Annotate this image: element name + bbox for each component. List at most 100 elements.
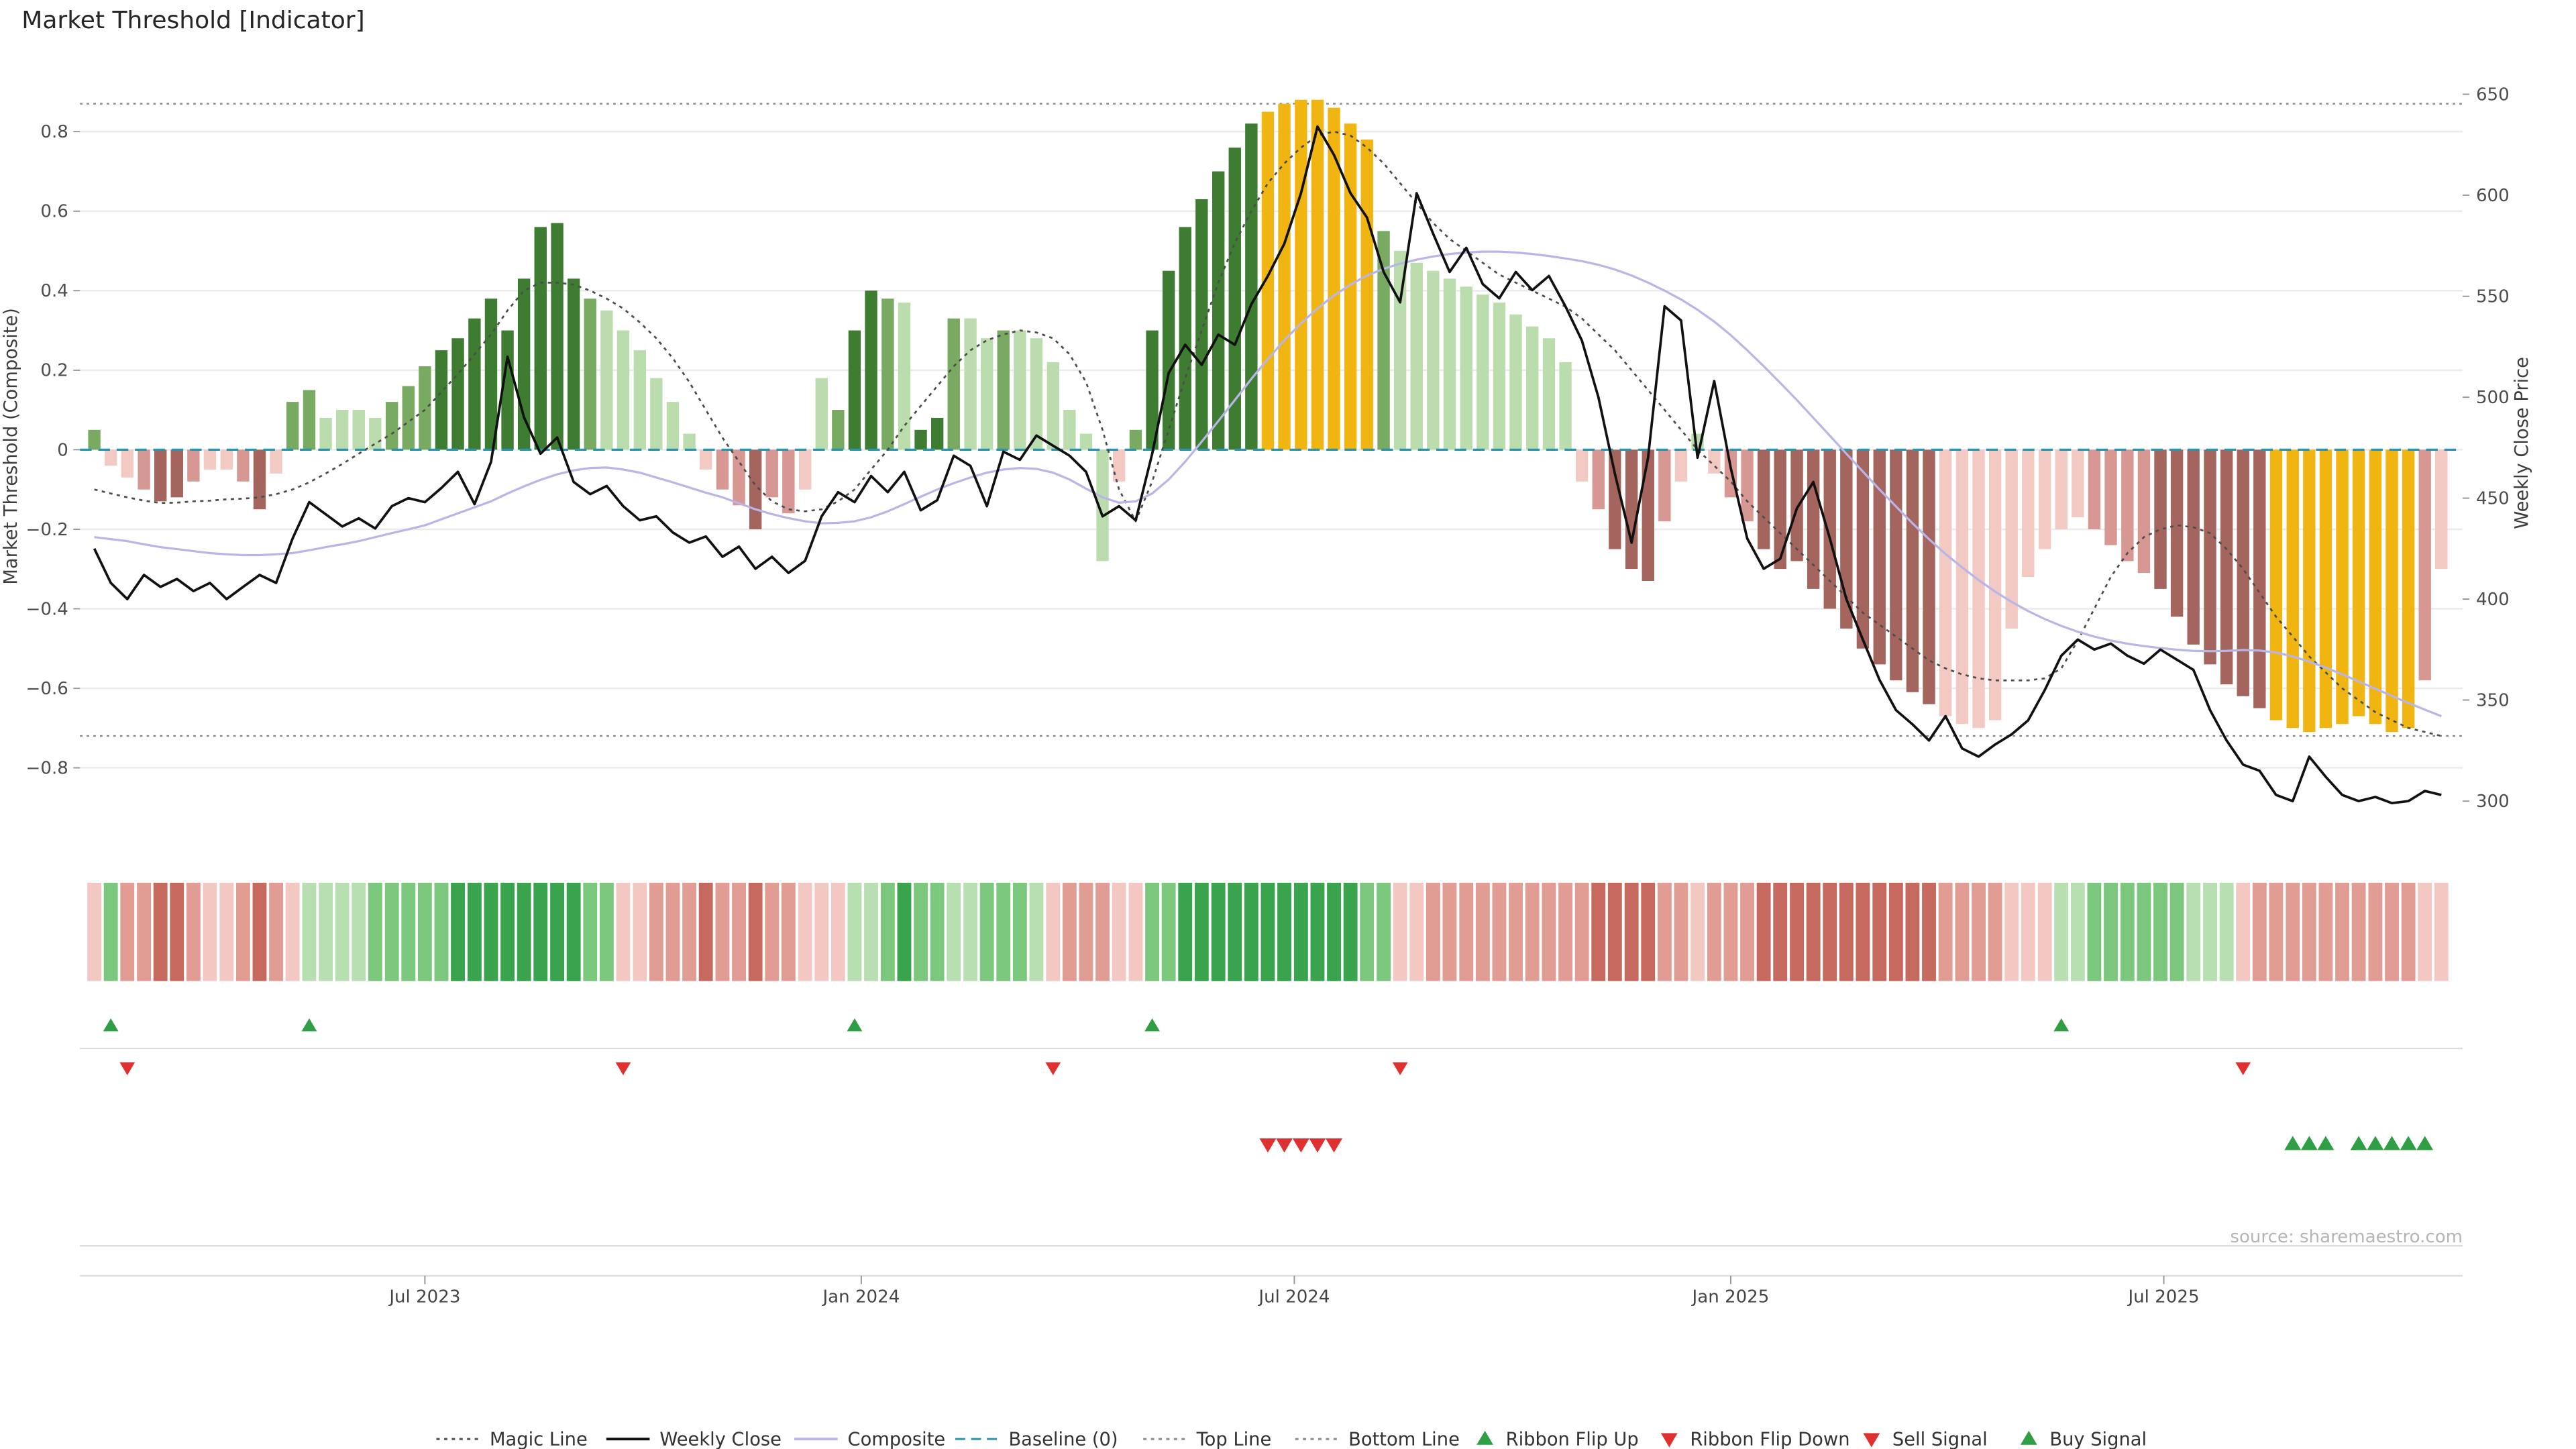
ribbon-cell xyxy=(1922,882,1936,981)
legend-label: Weekly Close xyxy=(659,1430,782,1449)
threshold-bar xyxy=(419,366,431,450)
threshold-bar xyxy=(1212,171,1225,450)
threshold-bar xyxy=(1046,362,1059,450)
legend-label: Baseline (0) xyxy=(1008,1430,1118,1449)
threshold-bar xyxy=(1195,199,1208,450)
ribbon-cell xyxy=(1839,882,1854,981)
threshold-bar xyxy=(1625,449,1638,570)
ribbon-cell xyxy=(1905,882,1920,981)
ribbon-cell xyxy=(1872,882,1887,981)
ribbon-cell xyxy=(1293,882,1308,981)
ribbon-cell xyxy=(120,882,135,981)
ribbon-cell xyxy=(583,882,598,981)
threshold-bar xyxy=(237,449,250,482)
threshold-bar xyxy=(303,390,316,450)
ribbon-cell xyxy=(1459,882,1474,981)
threshold-bar xyxy=(914,429,927,450)
threshold-bar xyxy=(930,417,944,450)
ribbon-cell xyxy=(1327,882,1341,981)
threshold-bar xyxy=(1890,449,1902,681)
ribbon-cell xyxy=(1641,882,1656,981)
left-tick-label: 0.8 xyxy=(40,122,68,142)
ribbon-cell xyxy=(682,882,696,981)
ribbon-cell xyxy=(1756,882,1771,981)
ribbon-cell xyxy=(1095,882,1110,981)
ribbon-cell xyxy=(1773,882,1788,981)
threshold-bar xyxy=(468,318,481,450)
sell-signal-icon xyxy=(1326,1138,1342,1153)
threshold-bar xyxy=(1063,410,1076,450)
legend-item: Composite xyxy=(794,1430,945,1449)
ribbon-cell xyxy=(2070,882,2085,981)
ribbon-cell xyxy=(417,882,432,981)
separator-lines xyxy=(80,1047,2463,1277)
threshold-bar xyxy=(1642,449,1654,581)
sell-signal-icon xyxy=(1292,1138,1309,1153)
threshold-bar xyxy=(567,278,580,450)
left-tick-label: 0 xyxy=(57,440,68,460)
ribbon-flip-down-icon xyxy=(119,1062,136,1075)
ribbon-cell xyxy=(1029,882,1044,981)
buy-signal-icon xyxy=(2400,1136,2417,1150)
buy-signal-icon xyxy=(2367,1136,2384,1150)
ribbon-cell xyxy=(2368,882,2383,981)
ribbon-cell xyxy=(2087,882,2102,981)
left-tick-label: 0.6 xyxy=(40,202,68,222)
threshold-bar xyxy=(1427,270,1440,450)
threshold-bar xyxy=(699,449,712,470)
ribbon-cell xyxy=(467,882,482,981)
legend-label: Sell Signal xyxy=(1892,1430,1988,1449)
ribbon-cell xyxy=(1558,882,1572,981)
ribbon-cell xyxy=(1806,882,1821,981)
ribbon-cell xyxy=(2269,882,2284,981)
threshold-bar xyxy=(633,350,646,450)
ribbon-cell xyxy=(1888,882,1903,981)
ribbon-flip-down-icon xyxy=(1392,1062,1408,1075)
legend-label: Magic Line xyxy=(490,1430,588,1449)
threshold-bar xyxy=(253,449,266,510)
threshold-bar xyxy=(848,330,861,450)
threshold-bar xyxy=(1443,278,1456,450)
threshold-bar xyxy=(369,417,382,450)
threshold-bar xyxy=(501,330,514,450)
ribbon-cell xyxy=(1079,882,1093,981)
ribbon-cell xyxy=(1475,882,1490,981)
ribbon-cell xyxy=(914,882,928,981)
threshold-bar xyxy=(1542,338,1556,450)
ribbon-cell xyxy=(781,882,796,981)
ribbon-flip-up-icon xyxy=(301,1018,317,1032)
ribbon-cell xyxy=(698,882,713,981)
threshold-bar xyxy=(716,449,729,490)
threshold-bar xyxy=(1162,270,1175,450)
ribbon-cell xyxy=(1145,882,1159,981)
ribbon-strip xyxy=(87,882,2449,981)
ribbon-cell xyxy=(1972,882,1986,981)
legend-triangle-up-icon xyxy=(1477,1430,1494,1445)
ribbon-cell xyxy=(2021,882,2035,981)
threshold-bar xyxy=(1741,449,1754,522)
threshold-bar xyxy=(1014,330,1026,450)
ribbon-cell xyxy=(335,882,350,981)
threshold-bar xyxy=(1410,262,1423,450)
threshold-bar xyxy=(2385,449,2398,733)
x-tick-label: Jul 2023 xyxy=(388,1287,460,1307)
legend-label: Composite xyxy=(848,1430,946,1449)
threshold-bar xyxy=(1493,303,1506,450)
threshold-bar xyxy=(121,449,133,478)
right-tick-label: 450 xyxy=(2476,489,2510,509)
threshold-bar xyxy=(1079,433,1093,450)
threshold-bar xyxy=(2170,449,2184,617)
ribbon-cell xyxy=(203,882,217,981)
legend-item: Baseline (0) xyxy=(955,1430,1118,1449)
sell-signal-icon xyxy=(1276,1138,1293,1153)
ribbon-cell xyxy=(1707,882,1721,981)
ribbon-cell xyxy=(1525,882,1540,981)
threshold-bar xyxy=(2269,449,2283,720)
ribbon-cell xyxy=(1062,882,1077,981)
threshold-bar xyxy=(1393,250,1407,450)
ribbon-cell xyxy=(864,882,878,981)
ribbon-cell xyxy=(1624,882,1639,981)
legend-label: Ribbon Flip Down xyxy=(1690,1430,1849,1449)
ribbon-cell xyxy=(550,882,565,981)
threshold-bar xyxy=(2088,449,2101,530)
